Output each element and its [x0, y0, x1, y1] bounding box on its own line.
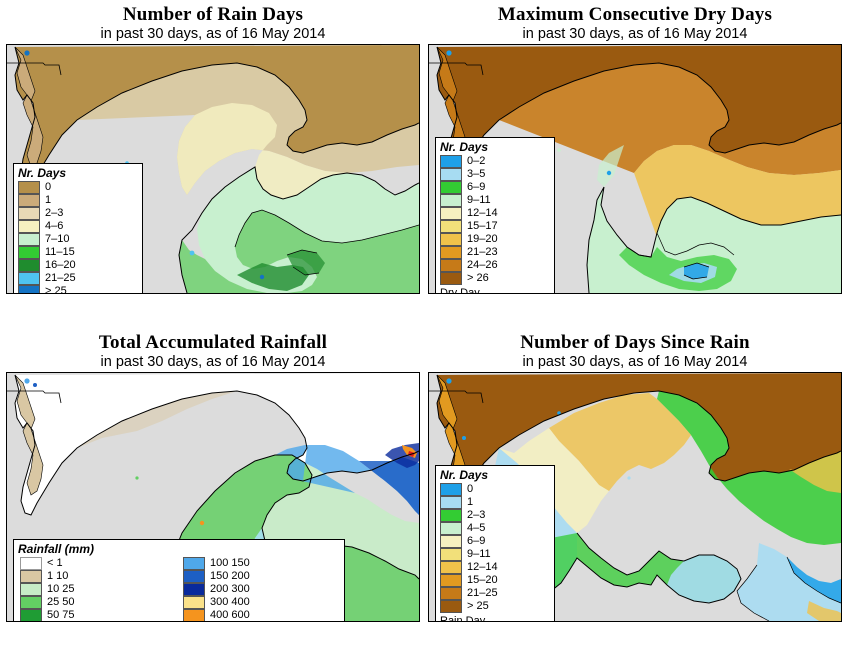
legend-swatch-1-7: [440, 246, 462, 259]
legend-swatch-2-0: [20, 557, 42, 570]
legend-swatch-0-2: [18, 207, 40, 220]
legend-box-1[interactable]: Nr. Days 0–2 3–5 6–9 9–11 12–14 15–17 19…: [435, 137, 555, 294]
legend-swatch-3-8: [440, 587, 462, 600]
panel-subtitle-3: in past 30 days, as of 16 May 2014: [426, 354, 844, 372]
map-frame-rain-days[interactable]: Nr. Days 0 1 2–3 4–6 7–10 11–15 16–20 21…: [6, 44, 420, 294]
panel-total-rainfall: Total Accumulated Rainfall in past 30 da…: [4, 330, 422, 650]
legend-swatch-1-4: [440, 207, 462, 220]
legend-swatch-2-1: [20, 570, 42, 583]
legend-swatch-2-2: [20, 583, 42, 596]
legend-swatch-1-9: [440, 272, 462, 285]
legend-heading-2: Rainfall (mm): [14, 540, 344, 557]
legend-swatch-3-3: [440, 522, 462, 535]
legend-swatch-2-9: [183, 596, 205, 609]
legend-swatch-0-1: [18, 194, 40, 207]
legend-swatch-3-6: [440, 561, 462, 574]
legend-swatch-0-7: [18, 272, 40, 285]
legend-swatch-2-8: [183, 583, 205, 596]
four-panel-map-page: Number of Rain Days in past 30 days, as …: [0, 0, 846, 658]
legend-swatch-1-8: [440, 259, 462, 272]
panel-title-3: Number of Days Since Rain: [426, 330, 844, 354]
map-frame-days-since-rain[interactable]: Nr. Days 0 1 2–3 4–5 6–9 9–11 12–14 15–2…: [428, 372, 842, 622]
legend-note-1: Dry Dayis rainfall< 1 mm: [436, 285, 554, 294]
legend-rows-0: 0 1 2–3 4–6 7–10 11–15 16–20 21–25 > 25: [14, 181, 142, 294]
legend-swatch-1-6: [440, 233, 462, 246]
legend-swatch-0-6: [18, 259, 40, 272]
legend-box-0[interactable]: Nr. Days 0 1 2–3 4–6 7–10 11–15 16–20 21…: [13, 163, 143, 294]
legend-swatch-1-5: [440, 220, 462, 233]
map-frame-total-rainfall[interactable]: Rainfall (mm) < 1 1 10 10 25 25 50 50 75…: [6, 372, 420, 622]
legend-rows-1: 0–2 3–5 6–9 9–11 12–14 15–17 19–20 21–23…: [436, 155, 554, 285]
panel-title-0: Number of Rain Days: [4, 2, 422, 26]
panel-subtitle-0: in past 30 days, as of 16 May 2014: [4, 26, 422, 44]
panel-rain-days: Number of Rain Days in past 30 days, as …: [4, 2, 422, 322]
legend-box-3[interactable]: Nr. Days 0 1 2–3 4–5 6–9 9–11 12–14 15–2…: [435, 465, 555, 622]
panel-subtitle-1: in past 30 days, as of 16 May 2014: [426, 26, 844, 44]
panel-subtitle-2: in past 30 days, as of 16 May 2014: [4, 354, 422, 372]
legend-swatch-1-1: [440, 168, 462, 181]
legend-swatch-1-3: [440, 194, 462, 207]
legend-rows-2: < 1 1 10 10 25 25 50 50 75 75 100 100 15…: [14, 557, 344, 622]
map-frame-dry-days[interactable]: Nr. Days 0–2 3–5 6–9 9–11 12–14 15–17 19…: [428, 44, 842, 294]
legend-swatch-3-7: [440, 574, 462, 587]
legend-heading-1: Nr. Days: [436, 138, 554, 155]
legend-swatch-0-3: [18, 220, 40, 233]
legend-swatch-2-3: [20, 596, 42, 609]
panel-dry-days: Maximum Consecutive Dry Days in past 30 …: [426, 2, 844, 322]
legend-swatch-3-2: [440, 509, 462, 522]
legend-swatch-2-6: [183, 557, 205, 570]
legend-swatch-1-2: [440, 181, 462, 194]
legend-note-3: Rain Dayis rainfall>= 1 mm: [436, 613, 554, 622]
legend-swatch-0-5: [18, 246, 40, 259]
legend-swatch-3-5: [440, 548, 462, 561]
legend-swatch-3-1: [440, 496, 462, 509]
legend-heading-3: Nr. Days: [436, 466, 554, 483]
panel-title-1: Maximum Consecutive Dry Days: [426, 2, 844, 26]
legend-swatch-2-10: [183, 609, 205, 622]
legend-heading-0: Nr. Days: [14, 164, 142, 181]
legend-swatch-3-4: [440, 535, 462, 548]
legend-rows-3: 0 1 2–3 4–5 6–9 9–11 12–14 15–20 21–25 >…: [436, 483, 554, 613]
legend-swatch-0-8: [18, 285, 40, 294]
legend-swatch-1-0: [440, 155, 462, 168]
legend-swatch-0-0: [18, 181, 40, 194]
legend-box-2[interactable]: Rainfall (mm) < 1 1 10 10 25 25 50 50 75…: [13, 539, 345, 622]
legend-swatch-0-4: [18, 233, 40, 246]
legend-swatch-2-4: [20, 609, 42, 622]
legend-swatch-2-7: [183, 570, 205, 583]
legend-swatch-3-9: [440, 600, 462, 613]
legend-swatch-3-0: [440, 483, 462, 496]
panel-title-2: Total Accumulated Rainfall: [4, 330, 422, 354]
panel-days-since-rain: Number of Days Since Rain in past 30 day…: [426, 330, 844, 650]
